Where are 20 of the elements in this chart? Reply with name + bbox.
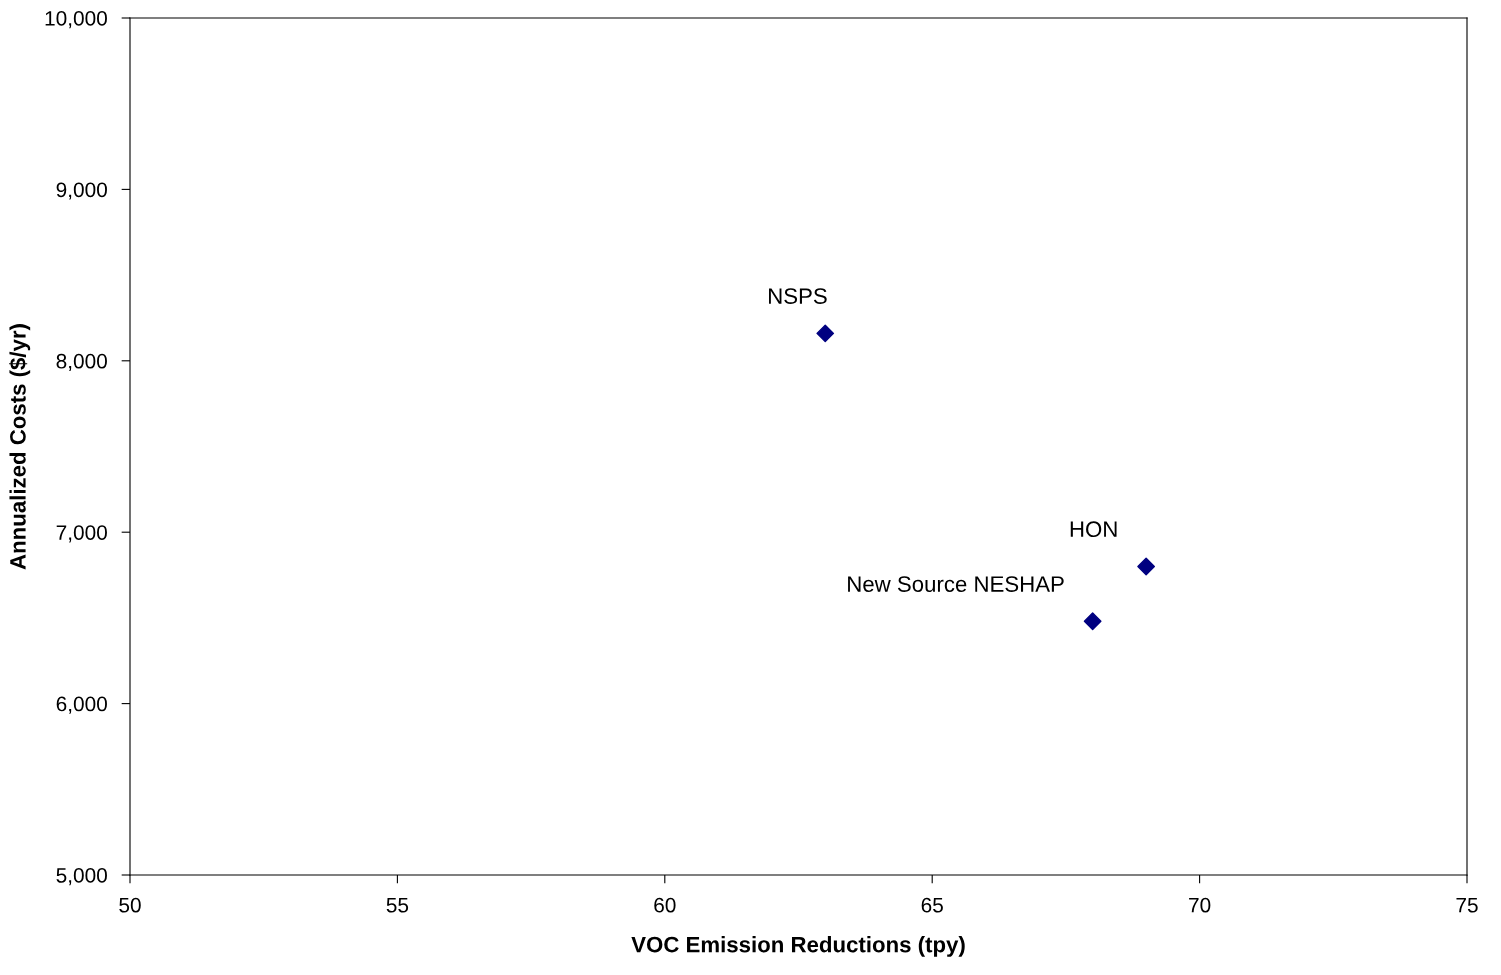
point [1137,557,1156,576]
x-tick-label: 75 [1456,897,1478,913]
point [816,324,835,343]
x-tick-label: 50 [119,897,141,913]
x-tick-label: 60 [654,897,676,913]
x-axis-title: VOC Emission Reductions (tpy) [631,936,965,957]
x-tick-label: 65 [921,897,943,913]
x-tick-label: 55 [386,897,409,913]
y-tick-label: 8,000 [56,353,107,372]
y-tick-label: 5,000 [56,868,107,886]
point [1083,612,1102,631]
y-tick-label: 6,000 [56,696,107,714]
y-tick-label: 7,000 [56,525,107,543]
y-axis-title: Annualized Costs ($/yr) [9,324,31,570]
annotation: New Source NESHAP [848,576,1064,592]
x-tick-label: 70 [1189,897,1211,913]
annotation: NSPS [769,288,827,304]
y-tick-label: 9,000 [56,182,107,200]
annotation: HON [1070,521,1117,538]
y-tick-label: 10,000 [45,11,107,29]
